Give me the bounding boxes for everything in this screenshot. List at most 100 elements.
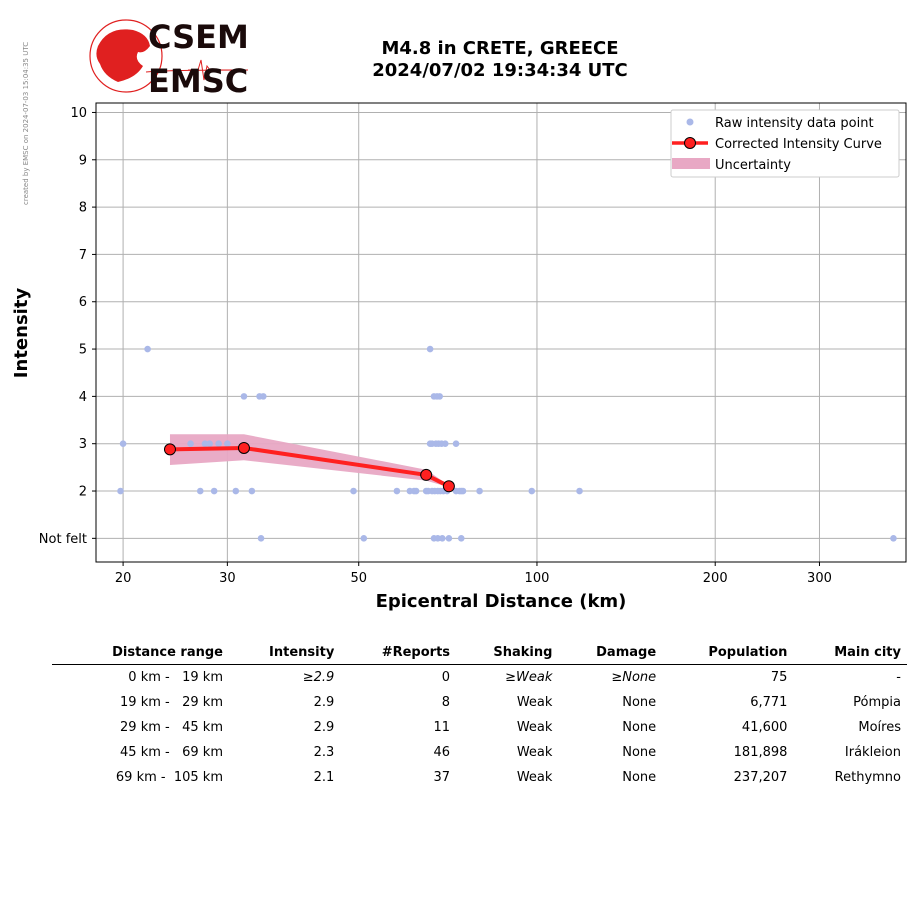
logo-line2: EMSC xyxy=(148,62,248,96)
raw-data-point xyxy=(412,487,420,495)
legend-raw-swatch xyxy=(686,118,694,126)
legend: Raw intensity data point Corrected Inten… xyxy=(670,109,900,178)
y-tick-label: 10 xyxy=(70,106,87,121)
table-cell: 41,600 xyxy=(741,720,788,735)
raw-data-point xyxy=(528,487,536,495)
table-cell: 0 xyxy=(441,670,451,685)
table-row: 19 km - 29 km 2.9 8 Weak None 6,771 Pómpia xyxy=(52,690,907,715)
table-cell: ≥2.9 xyxy=(302,670,335,685)
y-tick-label: 5 xyxy=(79,343,87,358)
raw-data-point xyxy=(210,487,218,495)
table-cell: Weak xyxy=(516,695,553,710)
table-cell: 29 km - 45 km xyxy=(120,720,223,735)
raw-data-point xyxy=(438,535,446,542)
curve-point xyxy=(163,443,176,456)
summary-table: Distance range Intensity #Reports Shaking Da… xyxy=(52,640,907,790)
raw-data-point xyxy=(248,487,256,495)
curve-point xyxy=(237,441,250,454)
y-tick-label: 2 xyxy=(79,485,87,500)
table-cell: ≥Weak xyxy=(505,670,553,685)
raw-data-point xyxy=(257,535,265,542)
table-cell: - xyxy=(896,670,901,685)
table-header-cell: Main city xyxy=(834,644,901,660)
y-axis-label: Intensity xyxy=(11,288,32,379)
table-cell: 2.1 xyxy=(313,770,335,785)
x-tick-label: 20 xyxy=(115,571,132,586)
raw-data-point xyxy=(360,535,368,542)
legend-raw-label: Raw intensity data point xyxy=(715,116,874,131)
table-header-cell: Distance range xyxy=(112,644,223,660)
table-cell: Moíres xyxy=(858,720,901,735)
raw-data-point xyxy=(224,440,231,448)
raw-data-point xyxy=(576,487,583,495)
grid xyxy=(96,103,906,562)
table-cell: 237,207 xyxy=(733,770,788,785)
raw-data-point xyxy=(119,440,127,448)
raw-data-point xyxy=(426,345,434,353)
raw-data-point xyxy=(215,440,222,448)
table-header-row: Distance range Intensity #Reports Shaking Da… xyxy=(52,640,907,665)
raw-data-point xyxy=(890,535,897,542)
table-cell: Weak xyxy=(516,770,553,785)
y-tick-label: 7 xyxy=(79,248,87,263)
raw-data-point xyxy=(117,487,124,495)
raw-data-point xyxy=(260,393,267,400)
curve-point xyxy=(420,468,433,481)
raw-data-point xyxy=(350,487,357,495)
table-cell: 75 xyxy=(770,670,788,685)
raw-data-point xyxy=(441,440,449,448)
table-cell: 11 xyxy=(433,720,451,735)
table-cell: 6,771 xyxy=(750,695,788,710)
title-line1: M4.8 in CRETE, GREECE xyxy=(381,38,619,59)
raw-data-point xyxy=(232,487,240,495)
curve-point xyxy=(442,480,455,493)
raw-data-point xyxy=(457,535,465,542)
raw-data-point xyxy=(144,345,151,353)
table-cell: Irákleion xyxy=(844,745,901,760)
y-tick-label: 9 xyxy=(79,153,87,168)
csem-emsc-logo: CSEM EMSC xyxy=(89,18,249,96)
corrected-curve xyxy=(163,441,455,493)
y-tick-label: 8 xyxy=(79,201,87,216)
x-ticks: 20 30 50 100 200 300 xyxy=(115,562,832,586)
y-tick-label: 4 xyxy=(79,390,87,405)
raw-data-point xyxy=(196,487,204,495)
table-header-cell: #Reports xyxy=(381,644,451,660)
table-cell: None xyxy=(622,720,657,735)
intensity-chart: 20 30 50 100 200 300 Not felt 2 3 4 5 6 7 8 9 10 Epice… xyxy=(11,102,907,612)
table-cell: Weak xyxy=(516,720,553,735)
raw-data-point xyxy=(459,487,467,495)
table-header-cell: Population xyxy=(708,644,788,660)
table-cell: ≥None xyxy=(611,670,657,685)
table-row: 29 km - 45 km 2.9 11 Weak None 41,600 Moíres xyxy=(52,715,907,740)
plot-frame xyxy=(95,102,907,563)
table-header-cell: Shaking xyxy=(493,644,553,660)
raw-data-point xyxy=(393,487,401,495)
title-line2: 2024/07/02 19:34:34 UTC xyxy=(372,60,628,81)
table-row: 45 km - 69 km 2.3 46 Weak None 181,898 Iráklei… xyxy=(52,740,907,765)
table-cell: 181,898 xyxy=(733,745,788,760)
x-tick-label: 50 xyxy=(350,571,367,586)
table-cell: 8 xyxy=(441,695,451,710)
raw-data-point xyxy=(445,535,453,542)
x-tick-label: 30 xyxy=(219,571,236,586)
legend-uncertainty-label: Uncertainty xyxy=(715,158,791,173)
table-header-cell: Damage xyxy=(596,644,657,660)
table-cell: 2.9 xyxy=(313,720,335,735)
logo-line1: CSEM xyxy=(148,18,249,56)
table-cell: Weak xyxy=(516,745,553,760)
raw-data-point xyxy=(436,393,443,400)
table-cell: 0 km - 19 km xyxy=(128,670,223,685)
raw-data-point xyxy=(201,440,209,448)
table-cell: 46 xyxy=(433,745,451,760)
table-row: 0 km - 19 km ≥2.9 0 ≥Weak ≥None 75 - xyxy=(52,665,907,691)
y-ticks: Not felt 2 3 4 5 6 7 8 9 10 xyxy=(39,106,96,547)
table-row: 69 km - 105 km 2.1 37 Weak None 237,207 Rethym… xyxy=(52,765,907,790)
table-cell: None xyxy=(622,695,657,710)
raw-data-point xyxy=(240,393,248,400)
x-axis-label: Epicentral Distance (km) xyxy=(376,591,627,612)
y-tick-label: Not felt xyxy=(39,532,87,547)
table-cell: None xyxy=(622,770,657,785)
table-cell: 2.3 xyxy=(313,745,335,760)
table-cell: 19 km - 29 km xyxy=(120,695,223,710)
